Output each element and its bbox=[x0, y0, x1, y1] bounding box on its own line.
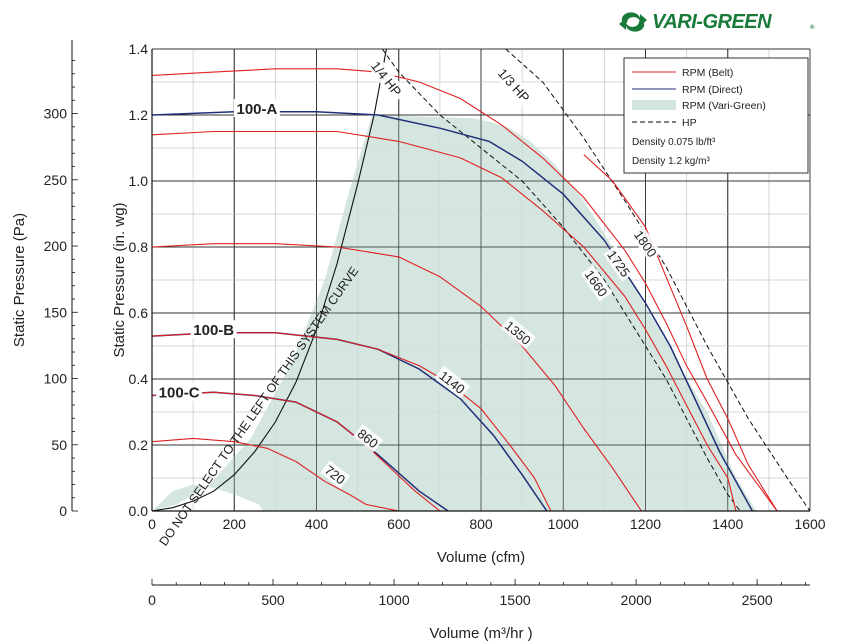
x2-tick-label: 1500 bbox=[500, 592, 531, 608]
hp-curve-14HP bbox=[381, 49, 741, 511]
y-tick-label: 0.6 bbox=[129, 305, 149, 321]
axes: 0 200 400 600 800 1000 1200 1400 16000.00.20.40.… bbox=[11, 40, 826, 642]
series-1350 bbox=[152, 243, 642, 511]
curve-label-bg bbox=[580, 265, 613, 302]
y-tick-label: 1.2 bbox=[129, 107, 149, 123]
series-720 bbox=[152, 437, 399, 511]
y-tick-label: 1.0 bbox=[129, 173, 149, 189]
y2-tick-label: 150 bbox=[44, 304, 68, 320]
brand-mark: ® bbox=[810, 24, 815, 31]
y2-tick-label: 250 bbox=[44, 172, 68, 188]
curves bbox=[152, 49, 810, 511]
y-tick-label: 0.0 bbox=[129, 503, 149, 519]
y2-tick-label: 50 bbox=[51, 437, 67, 453]
y2-tick-label: 0 bbox=[59, 503, 67, 519]
y-tick-label: 0.8 bbox=[129, 239, 149, 255]
curve-label-bg bbox=[500, 315, 536, 350]
curve-label-bg bbox=[190, 320, 237, 339]
curve-label: 100-B bbox=[193, 322, 234, 339]
legend-hp-label: HP bbox=[682, 117, 697, 129]
x-tick-label: 200 bbox=[223, 516, 247, 532]
y-axis-label: Static Pressure (in. wg) bbox=[111, 202, 128, 357]
x-axis-label: Volume (cfm) bbox=[437, 549, 525, 566]
x-tick-label: 1400 bbox=[712, 516, 743, 532]
x-tick-label: 1600 bbox=[794, 516, 825, 532]
legend-density-kg: Density 1.2 kg/m³ bbox=[632, 156, 710, 167]
curve-label-bg bbox=[320, 460, 351, 489]
curve-label-bg bbox=[603, 245, 635, 282]
brand-name: VARI-GREEN bbox=[652, 11, 772, 33]
legend: RPM (Belt) RPM (Direct) RPM (Vari-Green)… bbox=[623, 57, 809, 174]
curve-label-bg bbox=[233, 99, 280, 118]
curve-label-group: 100-C bbox=[156, 382, 203, 402]
y2-tick-label: 200 bbox=[44, 238, 68, 254]
curve-label-bg bbox=[156, 382, 203, 401]
legend-vari-green-label: RPM (Vari-Green) bbox=[682, 100, 766, 112]
curve-label-group: 100-A bbox=[233, 99, 280, 118]
legend-density-lb: Density 0.075 lb/ft³ bbox=[632, 137, 716, 148]
curve-label-bg bbox=[365, 54, 408, 103]
curve-label: 100-C bbox=[159, 385, 200, 402]
series-1800 bbox=[583, 154, 778, 511]
curve-label: 100-A bbox=[236, 101, 277, 118]
series-100-A bbox=[152, 110, 754, 511]
x2-tick-label: 2000 bbox=[621, 592, 652, 608]
x-tick-label: 0 bbox=[148, 516, 156, 532]
x2-tick-label: 2500 bbox=[742, 592, 773, 608]
curve-label-bg bbox=[434, 365, 471, 399]
curve-label-bg bbox=[629, 225, 662, 262]
vari-green-region bbox=[152, 49, 810, 511]
hp-curve-13HP bbox=[505, 49, 810, 511]
y2-tick-label: 300 bbox=[44, 106, 68, 122]
y-tick-label: 1.4 bbox=[129, 41, 149, 57]
y2-axis-label: Static Pressure (Pa) bbox=[11, 213, 28, 347]
x-tick-label: 1000 bbox=[548, 516, 579, 532]
x-tick-label: 400 bbox=[305, 516, 329, 532]
y2-tick-label: 100 bbox=[44, 371, 68, 387]
series-1660 bbox=[152, 130, 737, 511]
x-tick-label: 600 bbox=[387, 516, 411, 532]
legend-vari-green-swatch bbox=[632, 100, 676, 110]
curve-label-bg bbox=[492, 62, 536, 109]
x2-axis-label: Volume (m³/hr ) bbox=[429, 625, 532, 642]
series-1140 bbox=[152, 332, 552, 511]
curve-label-group: 100-B bbox=[190, 320, 237, 339]
series-1725 bbox=[152, 68, 778, 511]
y-tick-label: 0.2 bbox=[129, 437, 149, 453]
y-tick-label: 0.4 bbox=[129, 371, 149, 387]
x-tick-label: 1200 bbox=[630, 516, 661, 532]
legend-belt-label: RPM (Belt) bbox=[682, 67, 733, 79]
system-curve bbox=[152, 49, 387, 511]
series-860 bbox=[152, 391, 441, 511]
x2-tick-label: 0 bbox=[148, 592, 156, 608]
x2-tick-label: 1000 bbox=[378, 592, 409, 608]
x-tick-label: 800 bbox=[469, 516, 493, 532]
curve-label-bg bbox=[353, 424, 384, 453]
recycle-arrows-icon bbox=[619, 12, 647, 32]
x2-tick-label: 500 bbox=[261, 592, 285, 608]
legend-direct-label: RPM (Direct) bbox=[682, 84, 743, 96]
legend-box bbox=[623, 57, 809, 174]
vari-green-logo: VARI-GREEN ® bbox=[619, 11, 815, 33]
